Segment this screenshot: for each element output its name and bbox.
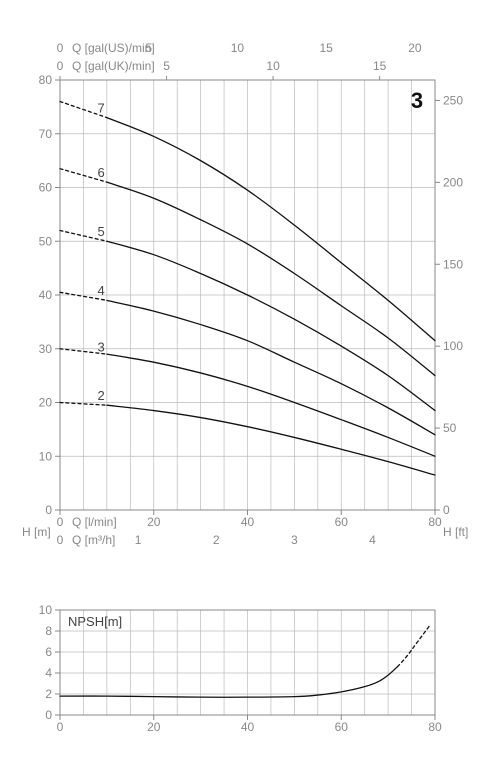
y-m-tick: 80 [39, 73, 53, 87]
x-galus-label: Q [gal(US)/min] [72, 41, 155, 55]
x-m3h-label: Q [m³/h] [72, 533, 115, 547]
x-lmin-tick: 40 [241, 515, 255, 529]
x-m3h-tick: 3 [291, 533, 298, 547]
npsh-y-tick: 0 [45, 708, 52, 722]
y-ft-tick: 200 [443, 175, 463, 189]
npsh-y-tick: 6 [45, 645, 52, 659]
npsh-x-tick: 0 [57, 720, 64, 734]
series-label: 2 [98, 388, 105, 403]
x-galuk-tick: 0 [57, 59, 64, 73]
y-m-tick: 40 [39, 288, 53, 302]
x-lmin-tick: 20 [147, 515, 161, 529]
y-m-tick: 20 [39, 396, 53, 410]
y-m-tick: 50 [39, 234, 53, 248]
x-m3h-tick: 2 [213, 533, 220, 547]
y-m-tick: 10 [39, 449, 53, 463]
chart-model-label: 3 [411, 88, 423, 113]
x-lmin-tick: 0 [57, 515, 64, 529]
npsh-y-tick: 8 [45, 624, 52, 638]
series-label: 3 [98, 339, 105, 354]
x-galus-tick: 10 [231, 41, 245, 55]
x-m3h-tick: 0 [57, 533, 64, 547]
npsh-x-tick: 40 [241, 720, 255, 734]
y-ft-tick: 100 [443, 339, 463, 353]
y-ft-tick: 0 [443, 503, 450, 517]
npsh-y-tick: 2 [45, 687, 52, 701]
npsh-x-tick: 60 [335, 720, 349, 734]
x-galuk-tick: 5 [163, 59, 170, 73]
npsh-y-tick: 10 [39, 603, 53, 617]
y-ft-tick: 50 [443, 421, 457, 435]
x-m3h-tick: 4 [369, 533, 376, 547]
y-m-tick: 60 [39, 181, 53, 195]
x-galus-tick: 0 [57, 41, 64, 55]
y-m-tick: 30 [39, 342, 53, 356]
x-galus-tick: 15 [319, 41, 333, 55]
npsh-x-tick: 20 [147, 720, 161, 734]
y-m-label: H [m] [22, 525, 51, 539]
series-label: 6 [98, 165, 105, 180]
x-galuk-tick: 15 [373, 59, 387, 73]
x-lmin-tick: 80 [428, 515, 442, 529]
x-lmin-label: Q [l/min] [72, 515, 117, 529]
y-m-tick: 70 [39, 127, 53, 141]
x-galus-tick: 20 [408, 41, 422, 55]
npsh-title: NPSH[m] [68, 614, 122, 629]
y-ft-tick: 250 [443, 93, 463, 107]
pump-curve-figure: 020406080Q [l/min]01234Q [m³/h]051015Q [… [0, 0, 500, 759]
npsh-x-tick: 80 [428, 720, 442, 734]
npsh-curve [60, 667, 398, 698]
y-m-tick: 0 [45, 503, 52, 517]
y-ft-label: H [ft] [443, 525, 468, 539]
x-galuk-tick: 10 [266, 59, 280, 73]
npsh-y-tick: 4 [45, 666, 52, 680]
x-lmin-tick: 60 [335, 515, 349, 529]
x-m3h-tick: 1 [135, 533, 142, 547]
x-galuk-label: Q [gal(UK)/min] [72, 59, 155, 73]
y-ft-tick: 150 [443, 257, 463, 271]
series-label: 5 [98, 224, 105, 239]
series-label: 4 [98, 283, 105, 298]
series-label: 7 [98, 100, 105, 115]
